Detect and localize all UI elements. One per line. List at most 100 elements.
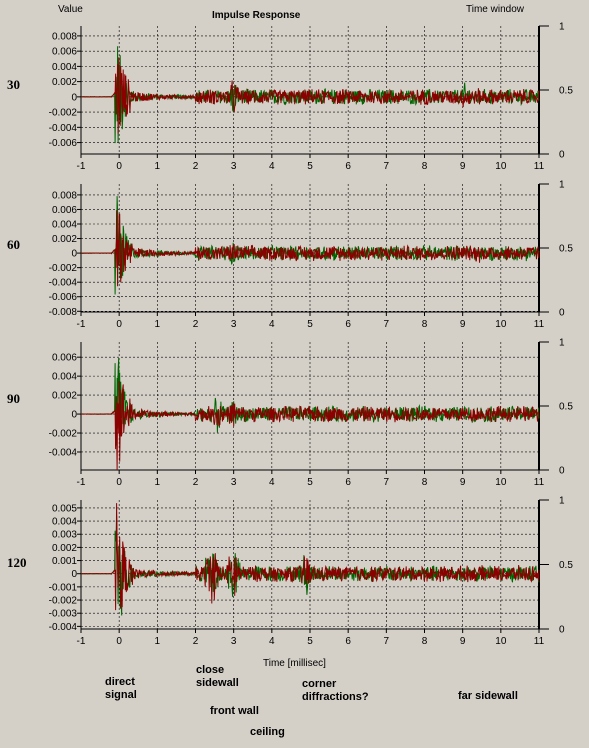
- x-tick-label: 9: [460, 477, 466, 488]
- x-tick-label: 3: [231, 161, 237, 172]
- y-tick-label: -0.002: [49, 429, 78, 440]
- y-tick-label: 0.002: [52, 543, 77, 554]
- y2-tick-label: 0: [559, 308, 565, 319]
- chart-title: Impulse Response: [212, 10, 301, 21]
- x-tick-label: 3: [231, 477, 237, 488]
- x-tick-label: 11: [534, 636, 545, 647]
- x-tick-label: 6: [345, 161, 351, 172]
- x-tick-label: 6: [345, 319, 351, 330]
- x-tick-label: 8: [422, 636, 428, 647]
- x-tick-label: 0: [116, 161, 122, 172]
- series-line-red: [81, 57, 540, 134]
- x-tick-label: 11: [534, 319, 545, 330]
- x-tick-label: 1: [155, 636, 161, 647]
- y-tick-label: 0.002: [52, 391, 77, 402]
- series-line-red: [80, 210, 540, 287]
- y2-tick-label: 1: [559, 180, 565, 191]
- y-tick-label: -0.008: [49, 307, 78, 318]
- x-tick-label: 2: [193, 161, 199, 172]
- annotation-front-wall: front wall: [210, 705, 259, 717]
- x-tick-label: 10: [495, 319, 507, 330]
- panels: 300.0080.0060.0040.0020-0.002-0.004-0.00…: [7, 22, 573, 648]
- x-tick-label: -1: [77, 161, 86, 172]
- x-tick-label: 10: [495, 477, 507, 488]
- y2-tick-label: 0.5: [559, 560, 573, 571]
- x-tick-label: 0: [116, 636, 122, 647]
- x-tick-label: 5: [307, 161, 313, 172]
- y-tick-label: 0: [71, 410, 77, 421]
- x-tick-label: -1: [77, 477, 86, 488]
- x-tick-label: 2: [193, 319, 199, 330]
- x-tick-label: 2: [193, 477, 199, 488]
- y2-tick-label: 1: [559, 22, 565, 33]
- x-tick-label: 2: [193, 636, 199, 647]
- y-tick-label: 0.002: [52, 77, 77, 88]
- x-tick-label: 8: [422, 477, 428, 488]
- panel-60: 600.0080.0060.0040.0020-0.002-0.004-0.00…: [7, 180, 573, 331]
- y-tick-label: -0.004: [49, 278, 78, 289]
- y-tick-label: 0.003: [52, 530, 77, 541]
- x-tick-label: 7: [384, 636, 390, 647]
- y-tick-label: 0.002: [52, 234, 77, 245]
- x-tick-label: 6: [345, 477, 351, 488]
- y-tick-label: 0.001: [52, 556, 77, 567]
- y2-tick-label: 0.5: [559, 402, 573, 413]
- x-tick-label: 4: [269, 161, 275, 172]
- x-tick-label: 5: [307, 319, 313, 330]
- row-label-120: 120: [7, 555, 27, 570]
- y2-tick-label: 0: [559, 150, 565, 161]
- x-tick-label: 0: [116, 477, 122, 488]
- y-tick-label: -0.001: [49, 582, 78, 593]
- x-tick-label: 8: [422, 319, 428, 330]
- x-tick-label: 7: [384, 477, 390, 488]
- x-tick-label: 1: [155, 161, 161, 172]
- y-tick-label: 0.008: [52, 31, 77, 42]
- x-tick-label: 4: [269, 319, 275, 330]
- x-tick-label: 1: [155, 477, 161, 488]
- y-tick-label: 0.006: [52, 47, 77, 58]
- series-line-red: [80, 381, 540, 471]
- x-tick-label: 0: [116, 319, 122, 330]
- annotation-direct-signal: direct signal: [105, 676, 137, 701]
- x-tick-label: 4: [269, 636, 275, 647]
- x-tick-label: 9: [460, 161, 466, 172]
- row-label-30: 30: [7, 77, 20, 92]
- y-tick-label: 0.006: [52, 205, 77, 216]
- panel-30: 300.0080.0060.0040.0020-0.002-0.004-0.00…: [7, 22, 573, 173]
- y2-tick-label: 0.5: [559, 244, 573, 255]
- y-tick-label: 0: [71, 92, 77, 103]
- y-tick-label: -0.006: [49, 292, 78, 303]
- y-tick-label: 0.004: [52, 220, 77, 231]
- y-tick-label: 0.005: [52, 503, 77, 514]
- x-tick-label: -1: [77, 636, 86, 647]
- x-tick-label: 5: [307, 636, 313, 647]
- time-window-label: Time window: [466, 4, 525, 15]
- y-tick-label: -0.003: [49, 609, 78, 620]
- x-tick-label: 6: [345, 636, 351, 647]
- x-tick-label: 3: [231, 319, 237, 330]
- x-tick-label: 9: [460, 636, 466, 647]
- x-tick-label: 8: [422, 161, 428, 172]
- x-tick-label: 1: [155, 319, 161, 330]
- annotation-close-sidewall: close sidewall: [196, 664, 239, 689]
- y-tick-label: -0.006: [49, 138, 78, 149]
- y2-tick-label: 1: [559, 338, 565, 349]
- annotation-ceiling: ceiling: [250, 726, 285, 738]
- y2-tick-label: 0.5: [559, 86, 573, 97]
- x-tick-label: 9: [460, 319, 466, 330]
- y-tick-label: 0.006: [52, 353, 77, 364]
- y-tick-label: 0.004: [52, 372, 77, 383]
- x-tick-label: -1: [77, 319, 86, 330]
- value-axis-label: Value: [58, 4, 83, 15]
- x-tick-label: 4: [269, 477, 275, 488]
- annotation-corner-diffractions: corner diffractions?: [302, 678, 369, 703]
- annotation-far-sidewall: far sidewall: [458, 690, 518, 702]
- y-tick-label: -0.004: [49, 447, 78, 458]
- x-tick-label: 7: [384, 319, 390, 330]
- y-tick-label: -0.002: [49, 108, 78, 119]
- y-tick-label: -0.002: [49, 263, 78, 274]
- y2-tick-label: 0: [559, 625, 565, 636]
- row-label-60: 60: [7, 237, 20, 252]
